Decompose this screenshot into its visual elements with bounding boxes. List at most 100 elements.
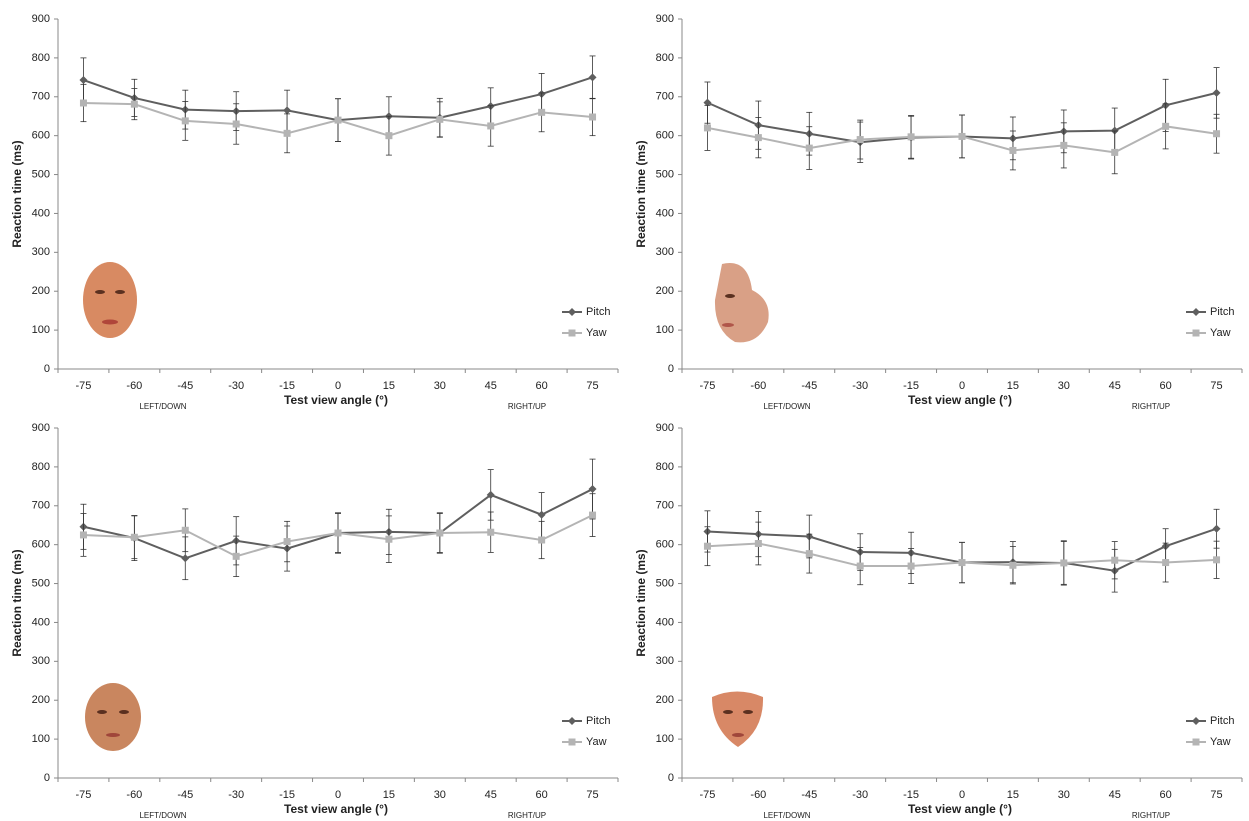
x-tick-label: 60 [536,789,548,801]
y-tick-label: 300 [32,655,50,667]
marker [754,540,762,547]
x-tick-label: -60 [750,789,766,801]
marker [588,485,597,494]
x-axis-title: Test view angle (°) [908,393,1012,407]
marker [958,559,966,567]
marker [283,538,291,546]
legend-marker [568,738,576,746]
marker [537,510,546,519]
x-axis-title: Test view angle (°) [284,393,388,407]
marker [538,536,546,544]
x-tick-label: 0 [959,789,965,801]
marker [283,129,291,137]
x-tick-label: 45 [485,380,497,392]
marker [1111,148,1119,156]
x-tick-label: 75 [586,789,598,801]
x-tick-label: -60 [126,380,142,392]
marker [232,552,240,560]
x-tick-label: 15 [1007,380,1019,392]
y-axis-title: Reaction time (ms) [10,549,24,656]
annotation: RIGHT/UP [1132,402,1170,411]
marker [181,554,190,563]
marker [703,542,711,550]
legend-marker [1192,329,1200,337]
marker [436,115,444,123]
y-tick-label: 500 [32,577,50,589]
marker [487,122,495,130]
x-tick-label: -75 [700,789,716,801]
x-axis-title: Test view angle (°) [284,802,388,816]
marker [1009,561,1017,569]
face-4 [712,691,764,747]
y-axis-title: Reaction time (ms) [634,140,648,247]
marker [79,76,88,85]
y-tick-label: 900 [656,422,674,434]
x-tick-label: 30 [1058,380,1070,392]
legend-label: Pitch [1210,306,1234,318]
y-tick-label: 800 [656,52,674,64]
y-axis-title: Reaction time (ms) [634,549,648,656]
legend-label: Yaw [586,736,607,748]
marker [385,535,393,543]
y-tick-label: 100 [656,324,674,336]
marker [805,144,813,152]
x-tick-label: 60 [1160,789,1172,801]
marker [1162,559,1170,567]
annotation: RIGHT/UP [508,402,546,411]
legend-marker [1192,308,1200,316]
marker [589,113,597,121]
legend-marker [568,717,576,725]
legend-label: Yaw [1210,327,1231,339]
x-tick-label: -15 [279,789,295,801]
y-tick-label: 800 [656,461,674,473]
marker [1060,141,1068,149]
marker [805,550,813,558]
y-tick-label: 0 [668,363,674,375]
x-tick-label: 45 [1109,380,1121,392]
x-tick-label: 60 [536,380,548,392]
marker [1162,122,1170,130]
x-tick-label: 75 [1210,789,1222,801]
x-tick-label: 75 [586,380,598,392]
x-tick-label: -45 [801,789,817,801]
marker [754,134,762,142]
x-tick-label: -30 [852,380,868,392]
y-tick-label: 500 [32,168,50,180]
legend-marker [1192,717,1200,725]
y-tick-label: 600 [32,130,50,142]
x-tick-label: -30 [228,789,244,801]
y-tick-label: 200 [656,694,674,706]
marker [130,533,138,541]
face-2 [714,263,769,343]
y-tick-label: 700 [32,91,50,103]
annotation: LEFT/DOWN [763,402,810,411]
marker [907,562,915,570]
annotation: RIGHT/UP [1132,811,1170,820]
marker [486,490,495,499]
x-tick-label: -60 [126,789,142,801]
y-tick-label: 100 [32,324,50,336]
y-tick-label: 400 [656,207,674,219]
x-tick-label: 15 [383,380,395,392]
marker [283,106,292,115]
x-tick-label: -15 [279,380,295,392]
marker [1212,524,1221,533]
legend-marker [568,329,576,337]
y-tick-label: 200 [32,285,50,297]
y-tick-label: 200 [32,694,50,706]
marker [856,136,864,144]
y-tick-label: 700 [32,500,50,512]
y-tick-label: 100 [656,733,674,745]
marker [1009,146,1017,154]
marker [181,526,189,534]
marker [1213,556,1221,564]
x-tick-label: -45 [177,789,193,801]
y-tick-label: 800 [32,461,50,473]
y-tick-label: 300 [32,246,50,258]
y-tick-label: 0 [44,772,50,784]
x-tick-label: 0 [335,380,341,392]
y-tick-label: 500 [656,168,674,180]
